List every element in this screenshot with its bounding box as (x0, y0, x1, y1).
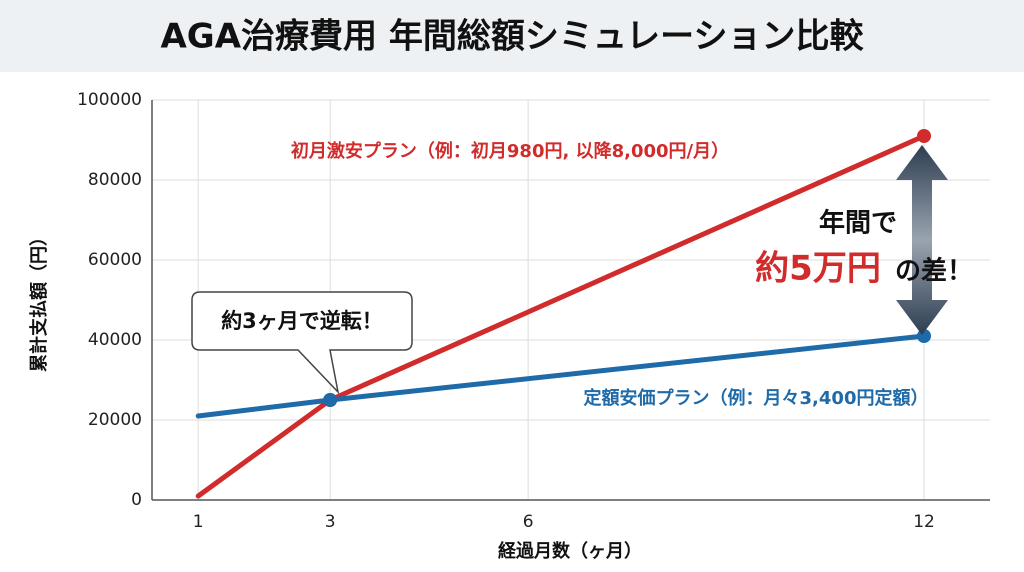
x-tick-label: 6 (523, 512, 534, 532)
plot-area: 0 20000 40000 60000 80000 100000 1 3 6 12 初月激安プラン（… (77, 90, 990, 532)
x-tick-label: 3 (325, 512, 336, 532)
x-tick-label: 1 (193, 512, 204, 532)
annotation: 約5万円 (755, 249, 881, 289)
x-axis-label: 経過月数（ヶ月） (498, 540, 642, 562)
y-axis-label: 累計支払額（円） (28, 228, 50, 372)
data-point (917, 129, 932, 143)
difference-arrow (896, 145, 948, 335)
y-tick-label: 40000 (88, 330, 142, 350)
series-label: 初月激安プラン（例：初月980円, 以降8,000円/月） (291, 140, 729, 162)
callout-box (191, 291, 413, 395)
y-tick-label: 100000 (77, 90, 142, 110)
x-tick-label: 12 (913, 512, 935, 532)
title-band (0, 0, 1024, 72)
data-point (323, 393, 338, 407)
series-label: 定額安価プラン（例：月々3,400円定額） (584, 387, 929, 409)
y-tick-label: 80000 (88, 170, 142, 190)
annotation: 年間で (819, 208, 897, 239)
annotation: 約3ヶ月で逆転！ (221, 309, 383, 333)
y-tick-label: 20000 (88, 410, 142, 430)
y-tick-label: 60000 (88, 250, 142, 270)
y-tick-label: 0 (131, 490, 142, 510)
chart-title: AGA治療費用 年間総額シミュレーション比較 (160, 17, 864, 57)
annotation: の差！ (895, 256, 973, 287)
